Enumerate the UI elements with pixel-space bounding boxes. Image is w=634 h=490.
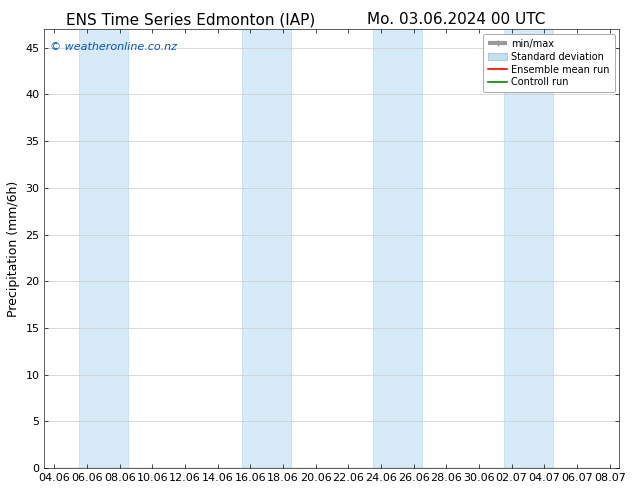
Text: © weatheronline.co.nz: © weatheronline.co.nz [50,42,178,52]
Y-axis label: Precipitation (mm/6h): Precipitation (mm/6h) [7,180,20,317]
Legend: min/max, Standard deviation, Ensemble mean run, Controll run: min/max, Standard deviation, Ensemble me… [483,34,614,92]
Bar [503,29,552,468]
Bar [373,29,422,468]
Bar [242,29,291,468]
Text: Mo. 03.06.2024 00 UTC: Mo. 03.06.2024 00 UTC [367,12,546,27]
Bar [79,29,128,468]
Text: ENS Time Series Edmonton (IAP): ENS Time Series Edmonton (IAP) [65,12,315,27]
